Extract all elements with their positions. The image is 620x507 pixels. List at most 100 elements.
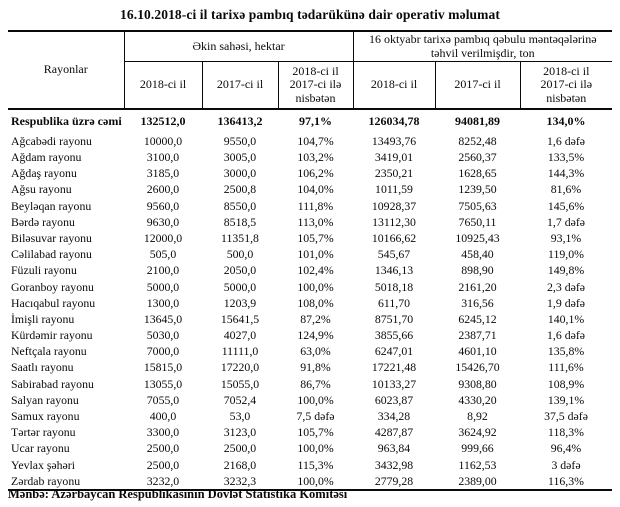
value-cell: 10166,62 bbox=[371, 230, 417, 245]
value-cell: 100,0% bbox=[297, 473, 334, 488]
value-cell: 458,40 bbox=[461, 247, 494, 262]
table-row: Tərtər rayonu 3300,0 3123,0 105,7% 4287,87 36… bbox=[8, 424, 612, 440]
value-cell: 9560,0 bbox=[146, 198, 180, 213]
value-cell: 100,0% bbox=[297, 441, 334, 456]
value-cell: 104,7% bbox=[297, 133, 334, 148]
table-row: Ağsu rayonu 2600,0 2500,8 104,0% 1011,59 1239… bbox=[8, 182, 612, 198]
value-cell: 9550,0 bbox=[223, 133, 257, 148]
region-name-cell: Ucar rayonu bbox=[11, 441, 70, 456]
value-cell: 11111,0 bbox=[221, 344, 259, 359]
value-cell: 113,0% bbox=[297, 214, 334, 229]
table-row: Goranboy rayonu 5000,0 5000,0 100,0% 5018,18… bbox=[8, 279, 612, 295]
value-cell: 3855,66 bbox=[374, 328, 414, 343]
table-row: Ağdaş rayonu 3185,0 3000,0 106,2% 2350,21 162… bbox=[8, 165, 612, 181]
value-cell: 102,4% bbox=[297, 263, 334, 278]
value-cell: 13645,0 bbox=[143, 311, 183, 326]
total-label-cell: Respublika üzrə cəmi bbox=[11, 114, 122, 129]
value-cell: 81,6% bbox=[550, 182, 582, 197]
table-row: Samux rayonu 400,0 53,0 7,5 dəfə 334,28 8,92 3… bbox=[8, 408, 612, 424]
region-name-cell: Ağdaş rayonu bbox=[11, 166, 77, 181]
value-cell: 3000,0 bbox=[223, 166, 257, 181]
value-cell: 4027,0 bbox=[223, 328, 257, 343]
column-header-2017-area: 2017-ci il bbox=[202, 61, 279, 110]
header-sub-row: 2018-ci il 2017-ci il 2018-ci il 2017-ci… bbox=[8, 61, 613, 110]
region-name-cell: Biləsuvar rayonu bbox=[11, 230, 92, 245]
value-cell: 7650,11 bbox=[458, 214, 497, 229]
value-cell: 963,84 bbox=[377, 441, 411, 456]
value-cell: 6247,01 bbox=[374, 344, 414, 359]
region-name-cell: Goranboy rayonu bbox=[11, 279, 94, 294]
value-cell: 37,5 dəfə bbox=[544, 409, 588, 424]
value-cell: 10928,37 bbox=[371, 198, 417, 213]
table-row: Biləsuvar rayonu 12000,0 11351,8 105,7% 1016… bbox=[8, 230, 612, 246]
value-cell: 135,8% bbox=[547, 344, 585, 359]
value-cell: 144,3% bbox=[547, 166, 585, 181]
region-name-cell: Salyan rayonu bbox=[11, 392, 79, 407]
total-value-cell: 136413,2 bbox=[217, 114, 263, 129]
value-cell: 1239,50 bbox=[458, 182, 497, 197]
value-cell: 140,1% bbox=[547, 311, 585, 326]
cotton-procurement-table: Rayonlar Əkin sahəsi, hektar 16 oktyabr … bbox=[8, 30, 613, 492]
table-row: İmişli rayonu 13645,0 15641,5 87,2% 8751,70 6… bbox=[8, 311, 612, 327]
region-name-cell: Neftçala rayonu bbox=[11, 344, 87, 359]
value-cell: 93,1% bbox=[550, 230, 582, 245]
value-cell: 4330,20 bbox=[458, 392, 497, 407]
value-cell: 108,0% bbox=[297, 295, 334, 310]
value-cell: 11351,8 bbox=[221, 230, 259, 245]
value-cell: 3432,98 bbox=[374, 457, 414, 472]
value-cell: 5000,0 bbox=[223, 279, 257, 294]
value-cell: 8518,5 bbox=[223, 214, 257, 229]
region-name-cell: Saatlı rayonu bbox=[11, 360, 74, 375]
column-group-sown-area: Əkin sahəsi, hektar bbox=[124, 31, 354, 62]
value-cell: 9308,80 bbox=[458, 376, 497, 391]
region-name-cell: İmişli rayonu bbox=[11, 311, 75, 326]
table-row: Beyləqan rayonu 9560,0 8550,0 111,8% 10928,3… bbox=[8, 198, 612, 214]
value-cell: 104,0% bbox=[297, 182, 334, 197]
value-cell: 1628,65 bbox=[458, 166, 497, 181]
table-row: Ucar rayonu 2500,0 2500,0 100,0% 963,84 999,6… bbox=[8, 441, 612, 457]
value-cell: 2161,20 bbox=[458, 279, 497, 294]
source-note: Mənbə: Azərbaycan Respublikasının Dövlət… bbox=[8, 487, 348, 501]
value-cell: 2500,0 bbox=[223, 441, 257, 456]
value-cell: 8252,48 bbox=[458, 133, 497, 148]
value-cell: 91,8% bbox=[300, 360, 331, 375]
value-cell: 111,8% bbox=[297, 198, 334, 213]
value-cell: 2560,37 bbox=[458, 150, 497, 165]
region-name-cell: Cəlilabad rayonu bbox=[11, 247, 92, 262]
value-cell: 7000,0 bbox=[146, 344, 180, 359]
value-cell: 6023,87 bbox=[374, 392, 414, 407]
value-cell: 3 dəfə bbox=[551, 457, 581, 472]
value-cell: 101,0% bbox=[297, 247, 334, 262]
value-cell: 898,90 bbox=[461, 263, 494, 278]
total-value-cell: 126034,78 bbox=[368, 114, 420, 129]
value-cell: 100,0% bbox=[297, 392, 334, 407]
column-header-rayonlar: Rayonlar bbox=[8, 31, 125, 110]
region-name-cell: Kürdəmir rayonu bbox=[11, 328, 93, 343]
table-row: Zərdab rayonu 3232,0 3232,3 100,0% 2779,28 23… bbox=[8, 473, 612, 490]
value-cell: 115,3% bbox=[297, 457, 334, 472]
value-cell: 13112,30 bbox=[372, 214, 416, 229]
value-cell: 7052,4 bbox=[223, 392, 257, 407]
header-group-row: Rayonlar Əkin sahəsi, hektar 16 oktyabr … bbox=[8, 31, 613, 110]
region-name-cell: Zərdab rayonu bbox=[11, 473, 81, 488]
value-cell: 86,7% bbox=[300, 376, 331, 391]
value-cell: 1011,59 bbox=[375, 182, 413, 197]
value-cell: 334,28 bbox=[377, 409, 411, 424]
region-name-cell: Ağdam rayonu bbox=[11, 150, 82, 165]
value-cell: 2389,00 bbox=[458, 473, 497, 488]
value-cell: 5030,0 bbox=[146, 328, 180, 343]
value-cell: 2600,0 bbox=[146, 182, 180, 197]
value-cell: 2779,28 bbox=[374, 473, 414, 488]
value-cell: 12000,0 bbox=[143, 230, 183, 245]
value-cell: 3232,3 bbox=[223, 473, 257, 488]
value-cell: 3100,0 bbox=[146, 150, 180, 165]
value-cell: 505,0 bbox=[149, 247, 177, 262]
value-cell: 2500,0 bbox=[146, 457, 180, 472]
value-cell: 2,3 dəfə bbox=[547, 279, 586, 294]
region-name-cell: Beyləqan rayonu bbox=[11, 198, 92, 213]
table-row: Bərdə rayonu 9630,0 8518,5 113,0% 13112,30 76… bbox=[8, 214, 612, 230]
region-name-cell: Ağsu rayonu bbox=[11, 182, 72, 197]
value-cell: 4287,87 bbox=[374, 425, 414, 440]
value-cell: 53,0 bbox=[229, 409, 251, 424]
table-body: Respublika üzrə cəmi 132512,0 136413,2 9… bbox=[8, 109, 612, 490]
